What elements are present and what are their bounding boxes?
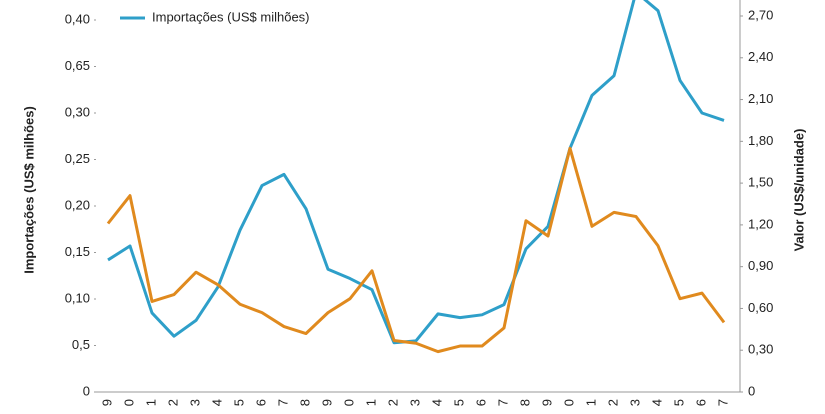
y-tick-label: 0,15 [65, 244, 90, 259]
y2-tick-label: 0,60 [748, 300, 773, 315]
x-tick-label: 4 [209, 399, 224, 406]
x-tick-label: 0 [561, 399, 576, 406]
y-tick-label: 0,30 [65, 104, 90, 119]
x-tick-label: 5 [671, 399, 686, 406]
x-tick-label: 0 [121, 399, 136, 406]
x-tick-label: 1 [143, 399, 158, 406]
x-tick-label: 2 [385, 399, 400, 406]
y2-tick-label: 0,30 [748, 342, 773, 357]
y2-tick-label: 2,40 [748, 49, 773, 64]
x-tick-label: 9 [99, 399, 114, 406]
x-tick-label: 8 [297, 399, 312, 406]
legend-label: Importações (US$ milhões) [152, 9, 310, 24]
x-tick-label: 7 [275, 399, 290, 406]
x-tick-label: 2 [605, 399, 620, 406]
y2-tick-label: 1,50 [748, 175, 773, 190]
series-line [107, 0, 725, 345]
x-tick-label: 6 [693, 399, 708, 406]
x-tick-label: 6 [473, 399, 488, 406]
x-tick-label: 9 [539, 399, 554, 406]
x-tick-label: 7 [715, 399, 730, 406]
x-tick-label: 5 [231, 399, 246, 406]
y-axis-title: Importações (US$ milhões) [21, 106, 36, 274]
y-tick-label: 0,20 [65, 197, 90, 212]
x-tick-label: 4 [429, 399, 444, 406]
y2-tick-label: 2,70 [748, 7, 773, 22]
y-tick-label: 0,5 [72, 337, 90, 352]
x-tick-label: 9 [319, 399, 334, 406]
series-line [106, 146, 726, 354]
y-tick-label: 0,10 [65, 290, 90, 305]
y-tick-label: 0,25 [65, 151, 90, 166]
y-tick-label: 0,65 [65, 58, 90, 73]
x-tick-label: 1 [583, 399, 598, 406]
y2-tick-label: 0,90 [748, 258, 773, 273]
x-tick-label: 1 [363, 399, 378, 406]
y-tick-label: 0,40 [65, 11, 90, 26]
y2-tick-label: 1,20 [748, 216, 773, 231]
y2-tick-label: 2,10 [748, 91, 773, 106]
x-tick-label: 0 [341, 399, 356, 406]
x-tick-label: 3 [187, 399, 202, 406]
y2-axis-title: Valor (US$/unidade) [791, 129, 806, 252]
x-tick-label: 3 [627, 399, 642, 406]
y2-tick-label: 1,80 [748, 133, 773, 148]
y-tick-label: 0 [83, 383, 90, 398]
x-tick-label: 5 [451, 399, 466, 406]
x-tick-label: 7 [495, 399, 510, 406]
x-tick-label: 2 [165, 399, 180, 406]
x-tick-label: 4 [649, 399, 664, 406]
x-tick-label: 6 [253, 399, 268, 406]
x-tick-label: 3 [407, 399, 422, 406]
x-tick-label: 8 [517, 399, 532, 406]
y2-tick-label: 0 [748, 383, 755, 398]
